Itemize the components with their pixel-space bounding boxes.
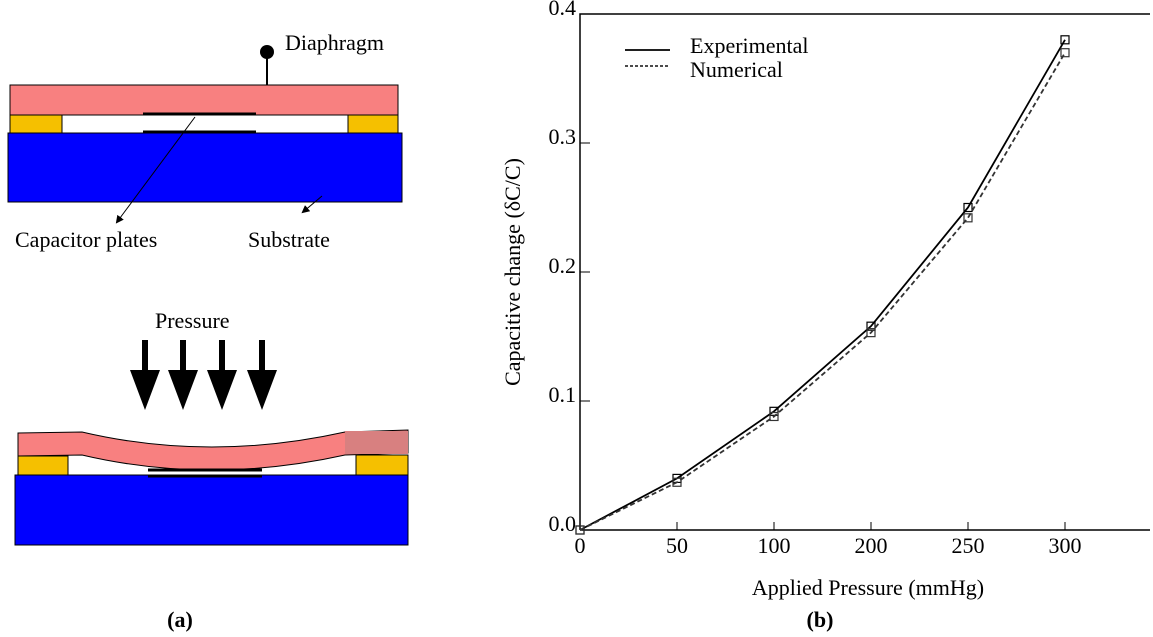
diaphragm-end xyxy=(345,431,408,454)
marker xyxy=(672,477,682,487)
marker xyxy=(866,328,876,338)
substrate xyxy=(14,474,409,546)
chart-b: Applied Pressure (mmHg) Capacitive chang… xyxy=(500,0,1150,632)
y-tick-label: 0.3 xyxy=(549,124,577,149)
y-axis-label: Capacitive change (δC/C) xyxy=(500,158,525,386)
x-tick-label: 100 xyxy=(758,533,791,558)
panel-label: (b) xyxy=(807,607,834,632)
marker xyxy=(769,411,779,422)
series-line xyxy=(579,39,1066,531)
legend-label: Experimental xyxy=(690,33,809,58)
x-axis-label: Applied Pressure (mmHg) xyxy=(752,575,984,600)
series-line xyxy=(579,52,1066,531)
spacer xyxy=(17,455,69,476)
axis-frame xyxy=(579,13,1150,530)
x-tick-label: 0 xyxy=(575,533,586,558)
marker xyxy=(866,321,876,331)
arrow xyxy=(115,116,196,224)
arrow xyxy=(301,195,323,214)
marker xyxy=(1060,35,1070,45)
x-tick-label: 300 xyxy=(1049,533,1082,558)
label: Diaphragm xyxy=(285,30,384,55)
pressure-arrows xyxy=(130,340,277,410)
x-tick-label: 50 xyxy=(666,533,688,558)
label: Substrate xyxy=(248,227,330,252)
spacer xyxy=(355,454,409,476)
spacer xyxy=(347,114,399,134)
y-tick-label: 0.1 xyxy=(549,382,577,407)
x-tick-label: 250 xyxy=(952,533,985,558)
marker xyxy=(575,525,585,535)
y-tick-label: 0.0 xyxy=(549,511,577,536)
diagram-a: Diaphragm Capacitor plates Substrate Pre… xyxy=(7,30,409,632)
x-tick-label: 200 xyxy=(855,533,888,558)
label: Capacitor plates xyxy=(15,227,157,252)
marker xyxy=(1060,48,1070,58)
panel-label: (a) xyxy=(167,607,193,632)
pin-head xyxy=(260,45,274,59)
substrate xyxy=(7,132,403,203)
marker xyxy=(963,202,973,213)
diaphragm xyxy=(9,84,399,116)
marker xyxy=(963,213,973,223)
label: Pressure xyxy=(155,308,230,333)
y-tick-label: 0.4 xyxy=(549,0,577,20)
spacer xyxy=(9,114,63,134)
y-tick-label: 0.2 xyxy=(549,253,577,278)
legend-label: Numerical xyxy=(690,57,783,82)
